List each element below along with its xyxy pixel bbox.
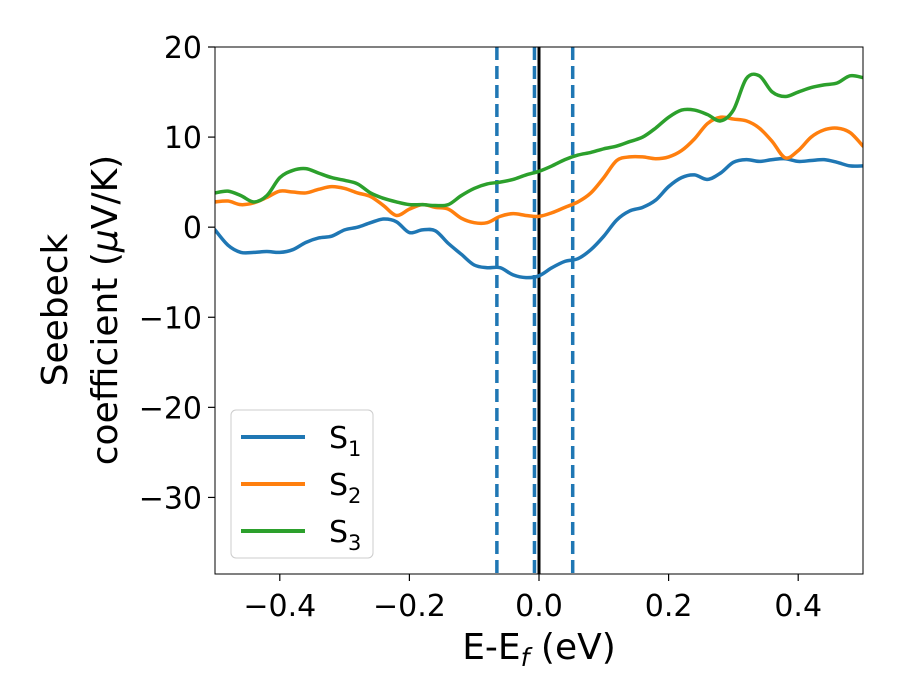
legend-label-s3: S3 [329, 515, 361, 555]
series-line-s3 [215, 72, 863, 208]
x-tick-label: −0.2 [373, 589, 446, 624]
legend-label-s2: S2 [329, 468, 361, 508]
y-tick-label: 10 [164, 121, 202, 156]
series-line-s1 [215, 156, 863, 280]
y-axis-label: Seebeck coefficient (μV/K) [35, 155, 126, 465]
y-axis-label-line2: coefficient (μV/K) [85, 155, 126, 465]
x-tick-label: 0.4 [774, 589, 822, 624]
y-axis-label-line1: Seebeck [35, 233, 76, 386]
x-axis-label: E-Ef (eV) [462, 627, 616, 672]
series-lines [215, 72, 863, 280]
series-line-s2 [215, 115, 863, 226]
x-tick-label: 0.2 [645, 589, 693, 624]
x-tick-label: −0.4 [243, 589, 316, 624]
x-tick-label: 0.0 [515, 589, 563, 624]
legend-label-s1: S1 [329, 421, 361, 461]
y-tick-label: 20 [164, 31, 202, 66]
legend: S1 S2 S3 [230, 409, 374, 559]
y-tick-label: 0 [183, 211, 202, 246]
reference-lines [495, 47, 575, 574]
y-tick-label: −10 [139, 301, 202, 336]
y-tick-label: −30 [139, 481, 202, 516]
y-axis-ticks: 20 10 0 −10 −20 −30 [139, 31, 215, 516]
x-axis-ticks: −0.4 −0.2 0.0 0.2 0.4 [243, 574, 822, 624]
y-tick-label: −20 [139, 391, 202, 426]
